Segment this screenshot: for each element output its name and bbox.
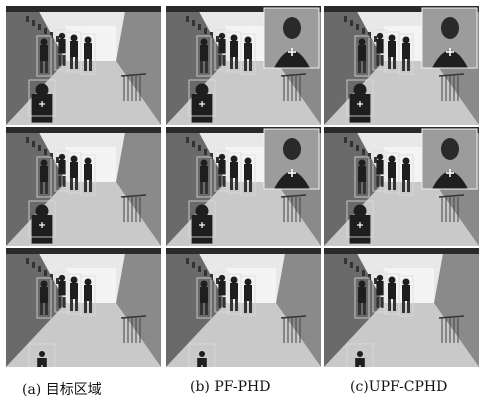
- frame-r3-c: [324, 248, 479, 367]
- caption-target-region: (a) 目标区域: [22, 382, 102, 398]
- caption-upf-cphd: (c)UPF-CPHD: [350, 379, 448, 395]
- corridor-scene: [6, 127, 161, 246]
- corridor-scene: [324, 248, 479, 367]
- corridor-scene: [166, 127, 321, 246]
- frame-r1-a: [6, 6, 161, 125]
- tracking-result-grid: [2, 2, 479, 367]
- caption-pf-phd: (b) PF-PHD: [190, 379, 271, 395]
- corridor-scene: [6, 248, 161, 367]
- frame-r1-b: [166, 6, 321, 125]
- frame-r1-c: [324, 6, 479, 125]
- frame-r3-a: [6, 248, 161, 367]
- frame-r3-b: [166, 248, 321, 367]
- corridor-scene: [6, 6, 161, 125]
- corridor-scene: [324, 127, 479, 246]
- frame-r2-b: [166, 127, 321, 246]
- frame-r2-c: [324, 127, 479, 246]
- corridor-scene: [324, 6, 479, 125]
- corridor-scene: [166, 248, 321, 367]
- corridor-scene: [166, 6, 321, 125]
- frame-r2-a: [6, 127, 161, 246]
